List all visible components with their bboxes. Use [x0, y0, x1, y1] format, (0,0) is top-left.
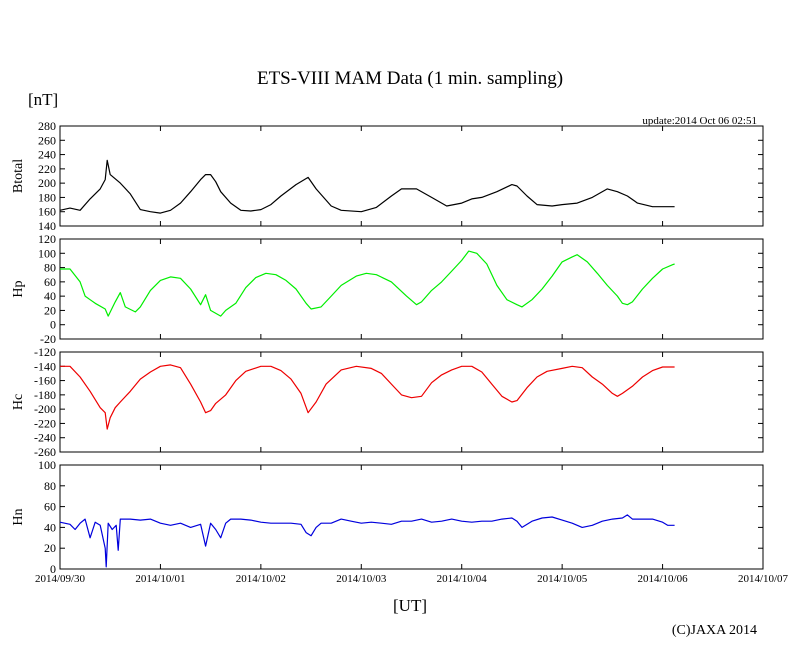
y-tick-label: 100: [38, 246, 56, 260]
panel-label: Hc: [11, 394, 26, 410]
y-tick-label: 100: [38, 458, 56, 472]
y-tick-label: -180: [34, 388, 56, 402]
x-tick-label: 2014/10/07: [738, 573, 789, 585]
unit-label: [nT]: [28, 90, 58, 109]
y-tick-label: 260: [38, 133, 56, 147]
y-tick-label: -20: [40, 332, 56, 346]
y-tick-label: 180: [38, 190, 56, 204]
panel-label: Btotal: [11, 159, 26, 193]
x-tick-label: 2014/09/30: [35, 573, 86, 585]
panel-frame: [59, 238, 764, 340]
panel-frame: [59, 464, 764, 570]
panel-hn: 0 20 40 60 80 100 Hn: [11, 458, 764, 576]
x-tick-label: 2014/10/06: [638, 573, 689, 585]
y-tick-label: 120: [38, 232, 56, 246]
y-tick-label: -160: [34, 374, 56, 388]
y-tick-label: 140: [38, 219, 56, 233]
panel-label: Hp: [11, 280, 26, 297]
panels-group: 140160180200220240260280Btotal-200204060…: [11, 119, 764, 576]
y-tick-label: 80: [44, 479, 56, 493]
y-tick-label: 20: [44, 541, 56, 555]
y-tick-label: 20: [44, 303, 56, 317]
y-tick-label: 280: [38, 119, 56, 133]
y-tick-label: 40: [44, 289, 56, 303]
y-tick-label: 220: [38, 162, 56, 176]
y-tick-label: -200: [34, 402, 56, 416]
panel-label: Hn: [11, 508, 26, 525]
x-tick-label: 2014/10/05: [537, 573, 588, 585]
y-tick-label: 200: [38, 176, 56, 190]
series-line-btotal: [59, 159, 675, 214]
y-tick-label: 40: [44, 520, 56, 534]
y-tick-label: -260: [34, 445, 56, 459]
x-tick-label: 2014/10/04: [437, 573, 488, 585]
x-tick-label: 2014/10/01: [135, 573, 185, 585]
x-axis-label: [UT]: [393, 596, 427, 615]
y-tick-label: 60: [44, 500, 56, 514]
panel-hc: -260-240-220-200-180-160-140-120 Hc: [11, 345, 764, 459]
y-tick-label: -120: [34, 345, 56, 359]
x-tick-label: 2014/10/03: [336, 573, 387, 585]
panel-frame: [59, 351, 764, 453]
y-tick-label: -240: [34, 431, 56, 445]
x-axis-ticks: 2014/09/30 2014/10/01 2014/10/02 2014/10/03…: [35, 573, 789, 585]
y-tick-label: -220: [34, 416, 56, 430]
y-tick-label: 0: [50, 562, 56, 576]
series-line-hn: [59, 514, 675, 568]
y-tick-label: 240: [38, 148, 56, 162]
copyright-label: (C)JAXA 2014: [672, 623, 757, 638]
y-tick-label: -140: [34, 359, 56, 373]
update-label: update:2014 Oct 06 02:51: [642, 115, 757, 127]
y-tick-label: 60: [44, 275, 56, 289]
x-tick-label: 2014/10/02: [236, 573, 286, 585]
y-tick-label: 80: [44, 261, 56, 275]
series-line-hp: [60, 250, 675, 317]
series-line-hc: [60, 364, 675, 430]
panel-frame: [59, 125, 764, 227]
chart-title: ETS-VIII MAM Data (1 min. sampling): [257, 68, 563, 89]
y-tick-label: 0: [50, 318, 56, 332]
y-tick-label: 160: [38, 205, 56, 219]
